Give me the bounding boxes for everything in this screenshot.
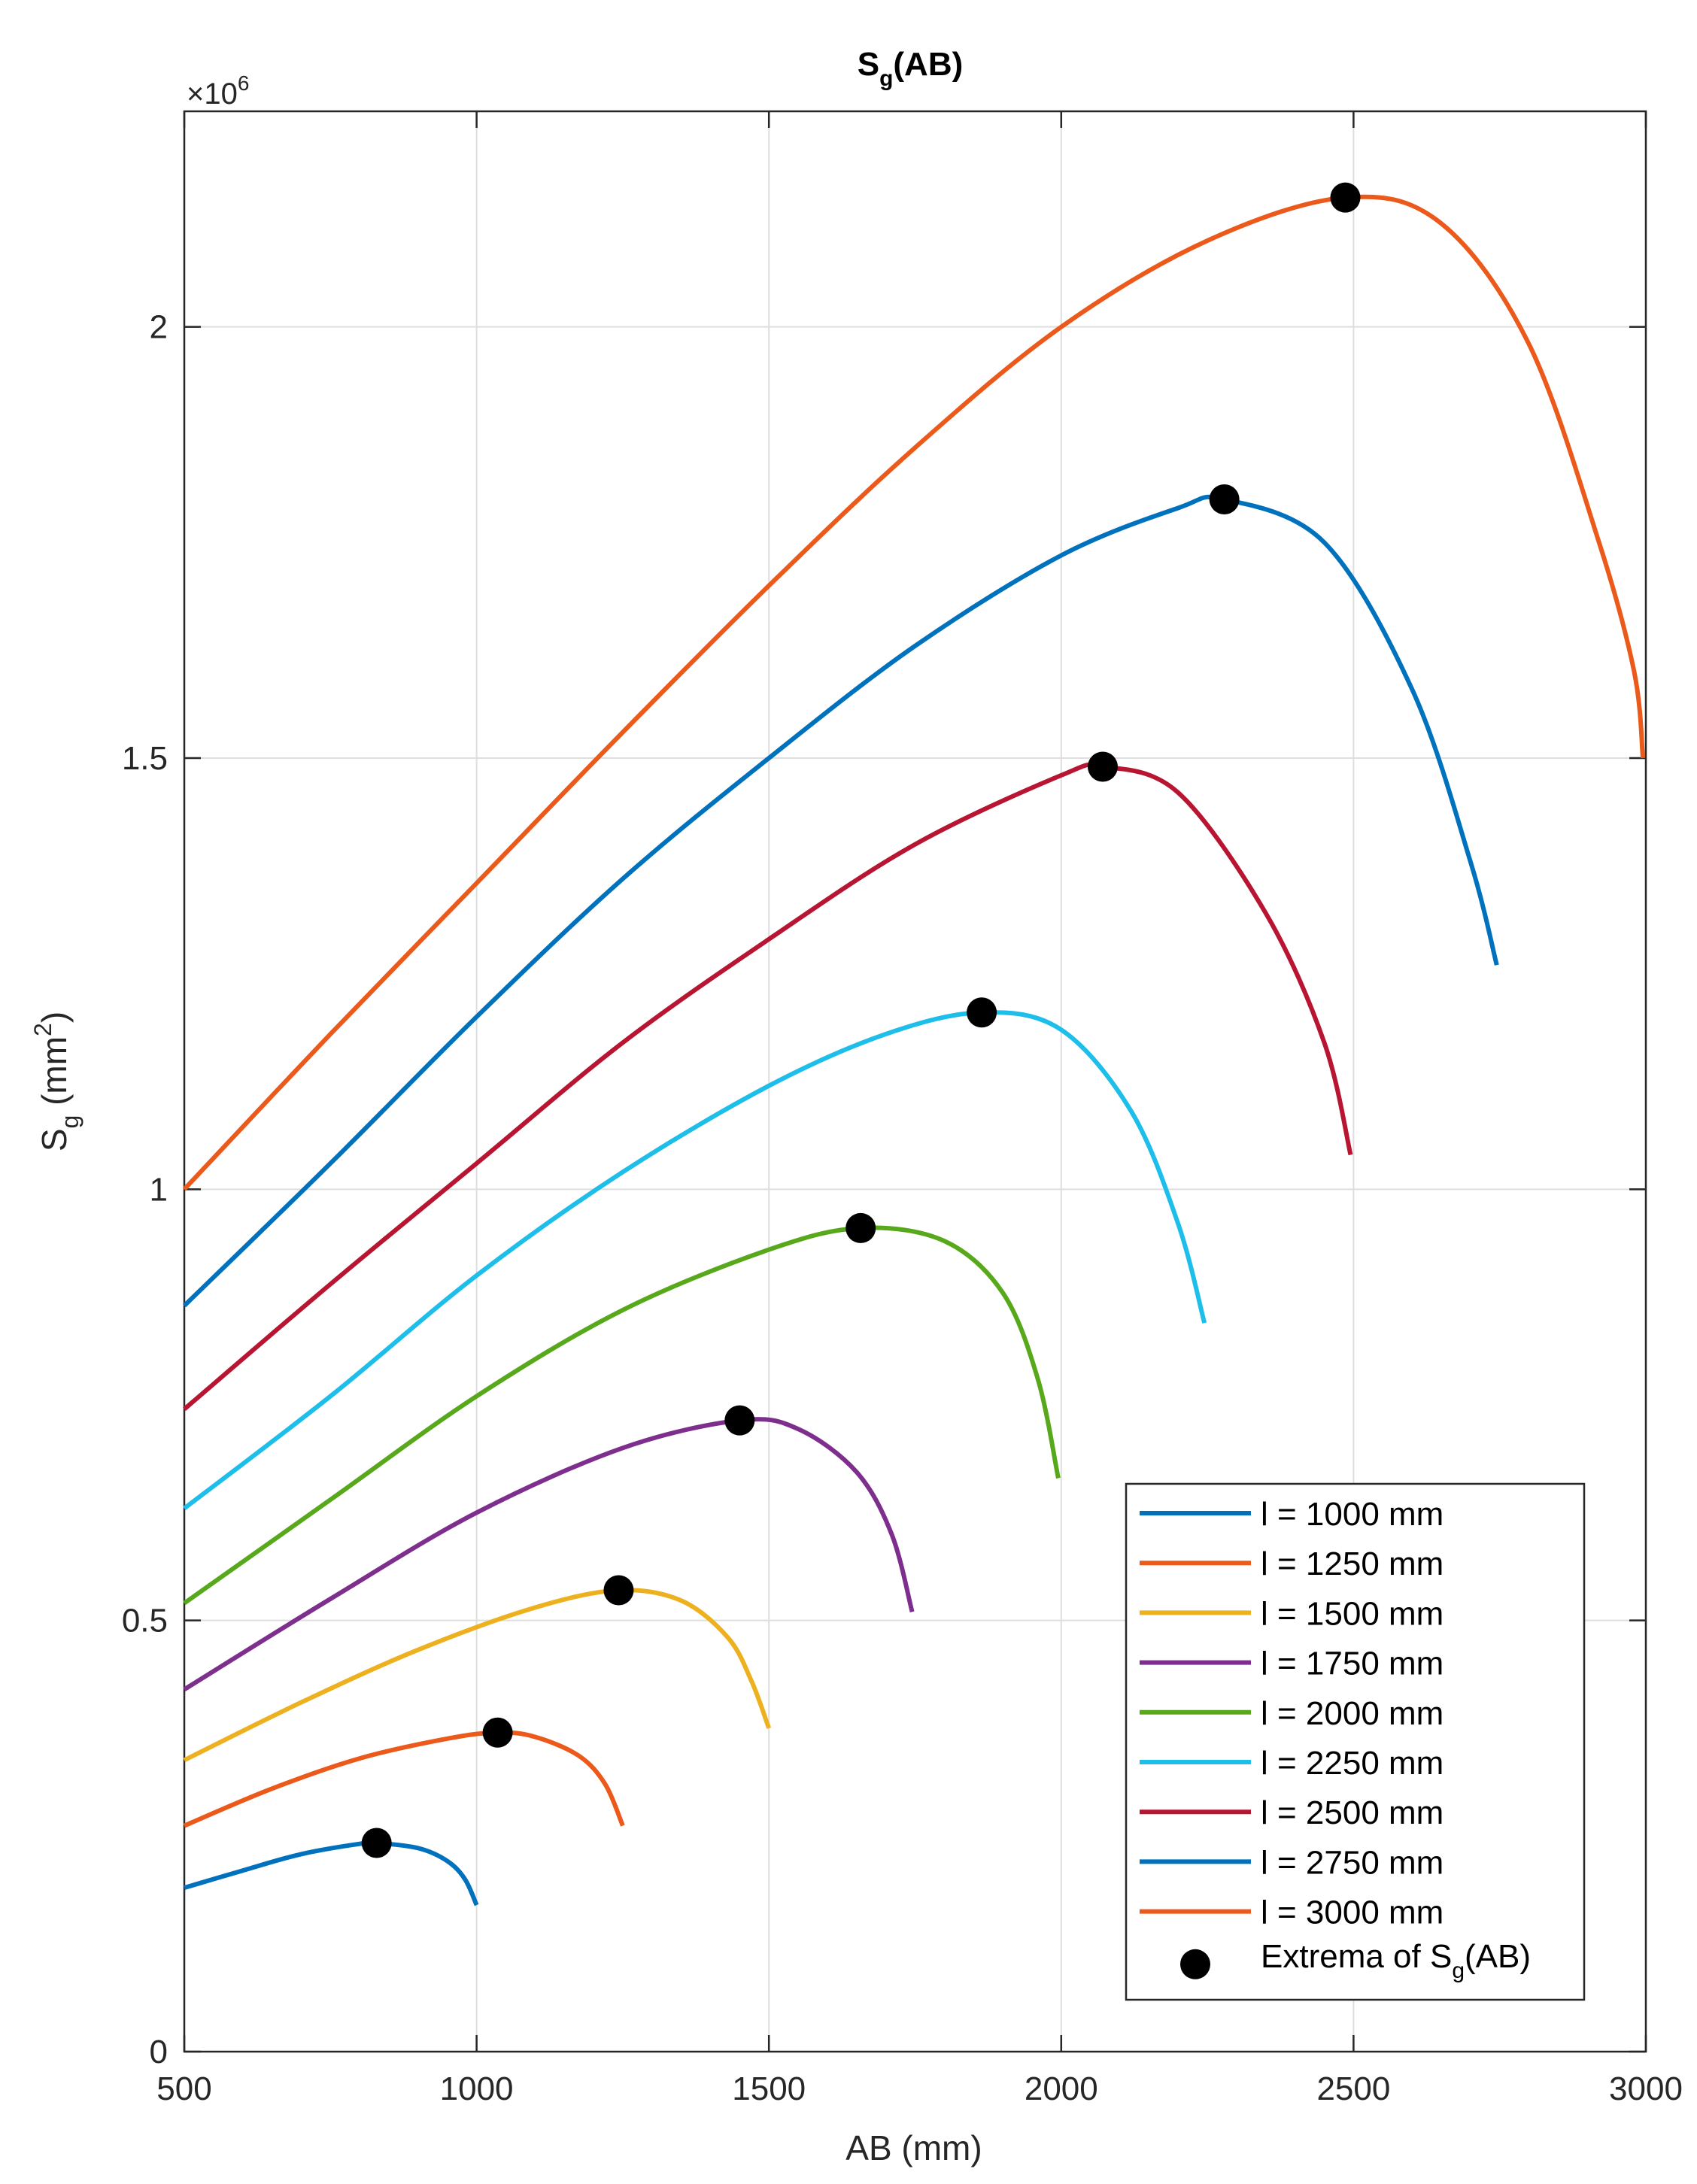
legend: l = 1000 mm l = 1250 mm l = 1500 mm l = 175… <box>1125 1482 1586 2001</box>
legend-items: l = 1000 mm l = 1250 mm l = 1500 mm l = 175… <box>1140 1496 1531 1983</box>
legend-extrema-main: Extrema of S <box>1261 1938 1452 1975</box>
multiplier-base: ×10 <box>187 77 238 111</box>
title-subscript: g <box>879 66 893 91</box>
x-axis-label: AB (mm) <box>845 2128 982 2167</box>
legend-label: l = 2500 mm <box>1261 1794 1444 1831</box>
extremum-marker <box>361 1828 392 1858</box>
y-axis-label: Sg (mm2) <box>29 1012 83 1151</box>
multiplier-exponent: 6 <box>238 71 250 95</box>
legend-label: l = 2750 mm <box>1261 1844 1444 1881</box>
series-line <box>183 1588 772 1763</box>
extremum-marker <box>845 1212 876 1243</box>
y-tick-label: 1.5 <box>122 740 168 777</box>
plot-area-frame <box>183 110 1647 2053</box>
extremum-marker <box>967 997 997 1028</box>
series-line <box>183 1225 1061 1606</box>
x-tick-label: 1000 <box>440 2070 514 2107</box>
y-tick-label: 2 <box>150 309 168 346</box>
series-line <box>183 1010 1207 1510</box>
series-line <box>183 1730 625 1828</box>
legend-extrema-rest: (AB) <box>1465 1938 1531 1975</box>
series-line <box>182 194 1646 1191</box>
legend-label: l = 2000 mm <box>1261 1695 1444 1732</box>
legend-label: l = 1000 mm <box>1261 1496 1444 1533</box>
extremum-marker <box>724 1405 755 1436</box>
title-main: S <box>858 46 879 83</box>
legend-label: l = 1250 mm <box>1261 1545 1444 1582</box>
ylabel-subscript: g <box>56 1115 83 1129</box>
x-tick-label: 500 <box>156 2070 211 2107</box>
legend-label: l = 2250 mm <box>1261 1745 1444 1782</box>
legend-label: l = 3000 mm <box>1261 1894 1444 1931</box>
extrema-points <box>361 182 1361 1858</box>
extremum-marker <box>603 1575 634 1606</box>
ylabel-unit-superscript: 2 <box>29 1023 56 1036</box>
x-tick-label: 2500 <box>1316 2070 1390 2107</box>
ylabel-main: S <box>35 1128 74 1151</box>
y-tick-label: 0 <box>150 2034 168 2070</box>
series-line <box>183 762 1353 1411</box>
series-line <box>183 1417 915 1691</box>
extremum-marker <box>1330 182 1361 213</box>
y-tick-label: 1 <box>150 1171 168 1208</box>
series-lines <box>182 194 1646 1906</box>
legend-label: l = 1500 mm <box>1261 1595 1444 1632</box>
y-tick-label: 0.5 <box>122 1603 168 1640</box>
legend-extrema-marker <box>1180 1949 1210 1979</box>
x-tick-label: 3000 <box>1609 2070 1683 2107</box>
axis-ticks: 500 1000 1500 2000 2500 3000 0 0.5 1 1.5 2 <box>122 111 1683 2107</box>
extremum-marker <box>1087 751 1118 782</box>
ylabel-unit-close: ) <box>35 1012 74 1023</box>
extremum-marker <box>1209 484 1240 514</box>
ylabel-unit-open: (mm <box>35 1036 74 1115</box>
legend-extrema-label: Extrema of Sg(AB) <box>1261 1938 1531 1983</box>
extremum-marker <box>482 1717 513 1748</box>
y-axis-multiplier: ×106 <box>187 71 249 111</box>
legend-box <box>1125 1482 1586 2001</box>
legend-extrema-subscript: g <box>1452 1958 1465 1983</box>
legend-label: l = 1750 mm <box>1261 1646 1444 1682</box>
x-tick-label: 2000 <box>1025 2070 1098 2107</box>
x-tick-label: 1500 <box>732 2070 806 2107</box>
grid-lines <box>184 111 1646 2052</box>
series-line <box>182 494 1499 1308</box>
chart-title: Sg(AB) <box>858 46 964 91</box>
title-rest: (AB) <box>893 46 963 83</box>
